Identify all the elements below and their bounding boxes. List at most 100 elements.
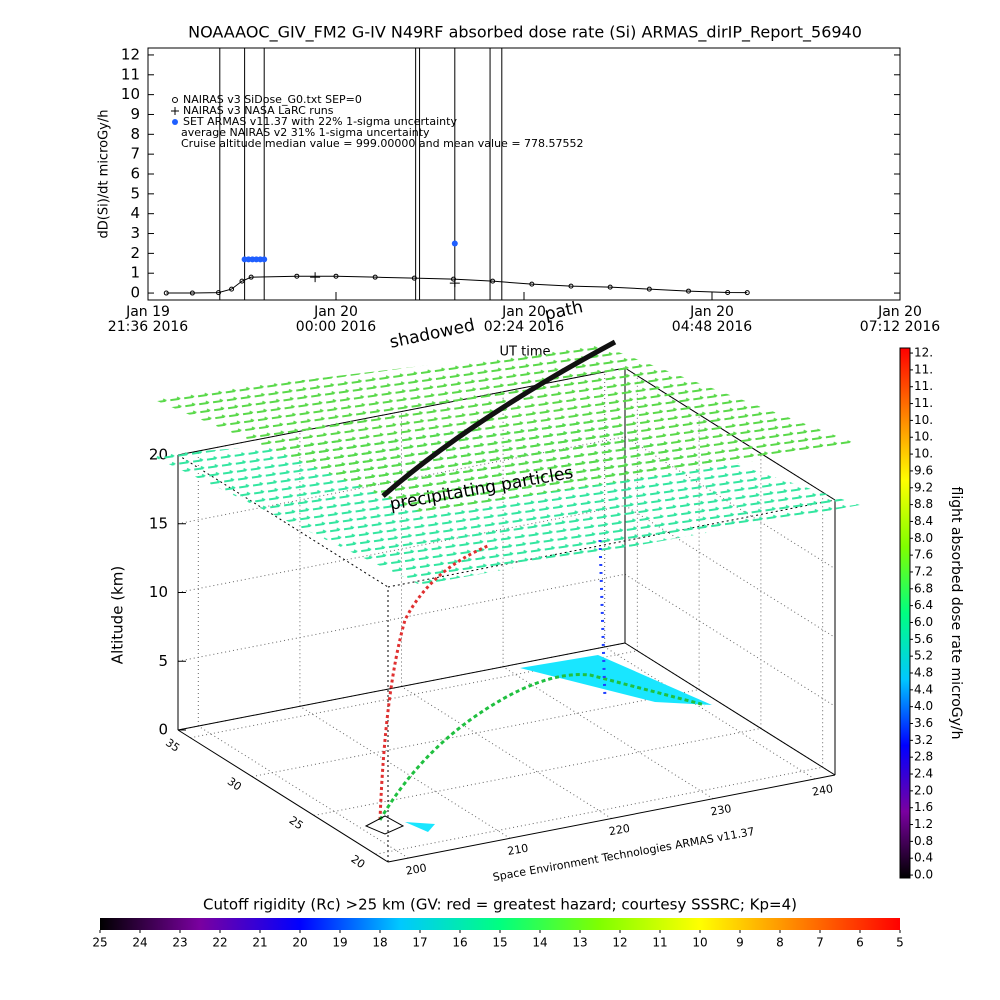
point xyxy=(646,286,652,292)
colorbar-tick-label: 1.2 xyxy=(914,817,933,831)
flight-path-illustration: shadowed path precipitating particles Sp… xyxy=(109,297,860,884)
x-tick-label: Jan 20 02:24 2016 xyxy=(484,304,565,335)
point xyxy=(163,290,169,296)
colorbar-tick-label: 0.0 xyxy=(914,868,933,882)
y-tick-label: 0 xyxy=(130,284,140,302)
colorbar-tick-label: 11 xyxy=(652,936,667,950)
y-tick-label: 3 xyxy=(130,224,140,242)
colorbar-tick-label: 7 xyxy=(816,936,824,950)
colorbar xyxy=(899,347,911,879)
y-tick-label: 9 xyxy=(130,105,140,123)
colorbar-tick-label: 10. xyxy=(914,430,933,444)
grid-line xyxy=(604,646,815,780)
grid-line xyxy=(375,766,823,855)
legend-symbol xyxy=(172,97,178,103)
colorbar-tick-label: 0.4 xyxy=(914,851,933,865)
point xyxy=(451,240,458,247)
colorbar-tick-label: 4.4 xyxy=(914,682,933,696)
legend-symbol xyxy=(172,119,178,125)
colorbars: flight absorbed dose rate microGy/h Cuto… xyxy=(92,346,964,950)
point xyxy=(216,290,221,296)
chart-title: NOAAAOC_GIV_FM2 G-IV N49RF absorbed dose… xyxy=(188,23,862,43)
colorbar-tick-label: 6.0 xyxy=(914,615,933,629)
point xyxy=(261,256,268,263)
x-tick-label: 240 xyxy=(811,782,834,798)
x-tick-label: 200 xyxy=(405,861,428,877)
y-tick-label: 5 xyxy=(130,184,140,202)
z-tick-label: 5 xyxy=(158,652,168,670)
colorbar-tick-label: 12 xyxy=(612,936,627,950)
point xyxy=(229,286,235,292)
colorbar-tick-label: 21 xyxy=(252,936,267,950)
colorbar-tick-label: 13 xyxy=(572,936,587,950)
colorbar xyxy=(100,918,900,930)
colorbar-tick-label: 6 xyxy=(856,936,864,950)
airport-marker xyxy=(364,815,405,835)
x-tick-label: Jan 20 00:00 2016 xyxy=(296,304,377,335)
box-edge xyxy=(624,642,836,776)
annotation: shadowed xyxy=(388,315,477,353)
point xyxy=(411,275,417,281)
point xyxy=(333,273,339,279)
z-tick-label: 15 xyxy=(149,514,168,532)
z-tick-label: 0 xyxy=(158,721,168,739)
colorbar-tick-label: 5.2 xyxy=(914,649,933,663)
colorbar-tick-label: 9.2 xyxy=(914,480,933,494)
z-tick-label: 10 xyxy=(149,583,168,601)
y-tick-label: 11 xyxy=(121,65,140,83)
x-tick-label: 230 xyxy=(710,802,733,818)
y-tick-label: 30 xyxy=(225,775,244,794)
box-edge xyxy=(387,774,836,863)
colorbar-label: flight absorbed dose rate microGy/h xyxy=(948,487,964,740)
cyan-region xyxy=(520,655,712,705)
y-tick-label: 7 xyxy=(130,145,140,163)
y-tick-label: 35 xyxy=(163,736,182,755)
upper-particle-layer xyxy=(150,345,860,512)
series-line xyxy=(166,275,748,294)
y-tick-label: 25 xyxy=(287,814,306,833)
colorbar-tick-label: 8 xyxy=(776,936,784,950)
legend-note: average NAIRAS v2 31% 1-sigma uncertaint… xyxy=(181,126,430,139)
x-tick-label: Jan 20 07:12 2016 xyxy=(860,304,941,335)
colorbar-tick-label: 10. xyxy=(914,413,933,427)
point xyxy=(725,289,731,295)
altitude-3d-chart: 2002102202302402025303505101520 xyxy=(149,367,836,878)
colorbar-tick-label: 17 xyxy=(412,936,427,950)
colorbar-tick-label: 14 xyxy=(532,936,547,950)
flight-path-ground xyxy=(378,673,706,821)
y-tick-label: 10 xyxy=(121,85,140,103)
colorbar-tick-label: 6.4 xyxy=(914,598,933,612)
x-tick-label: Jan 19 21:36 2016 xyxy=(108,304,189,335)
colorbar-tick-label: 8.4 xyxy=(914,514,933,528)
colorbar-tick-label: 8.0 xyxy=(914,531,933,545)
colorbar-tick-label: 20 xyxy=(292,936,307,950)
point xyxy=(451,276,456,282)
colorbar-tick-label: 3.2 xyxy=(914,733,933,747)
grid-line xyxy=(624,505,836,638)
y-tick-label: 12 xyxy=(121,45,140,63)
legend-label: NAIRAS v3 SiDose_G0.txt SEP=0 xyxy=(183,93,362,106)
colorbar-tick-label: 18 xyxy=(372,936,387,950)
y-tick-label: 2 xyxy=(130,244,140,262)
grid-line xyxy=(401,686,612,819)
legend-label: NAIRAS v3 NASA LaRC runs xyxy=(183,104,334,117)
point xyxy=(372,274,378,280)
colorbar-label: Cutoff rigidity (Rc) >25 km (GV: red = g… xyxy=(203,896,797,914)
point xyxy=(248,274,254,280)
colorbar-tick-label: 4.0 xyxy=(914,699,933,713)
colorbar-tick-label: 12. xyxy=(914,346,933,360)
colorbar-tick-label: 15 xyxy=(492,936,507,950)
colorbar-tick-label: 9.6 xyxy=(914,463,933,477)
point xyxy=(568,283,574,289)
z-axis-label: Altitude (km) xyxy=(109,566,127,664)
colorbar-tick-label: 0.8 xyxy=(914,834,933,848)
colorbar-tick-label: 10 xyxy=(692,936,707,950)
colorbar-tick-label: 1.6 xyxy=(914,800,933,814)
colorbar-tick-label: 25 xyxy=(92,936,107,950)
colorbar-tick-label: 8.8 xyxy=(914,497,933,511)
colorbar-tick-label: 6.8 xyxy=(914,581,933,595)
legend-label: SET ARMAS v11.37 with 22% 1-sigma uncert… xyxy=(183,115,457,128)
grid-line xyxy=(624,573,836,707)
colorbar-tick-label: 23 xyxy=(172,936,187,950)
colorbar-tick-label: 5.6 xyxy=(914,632,933,646)
